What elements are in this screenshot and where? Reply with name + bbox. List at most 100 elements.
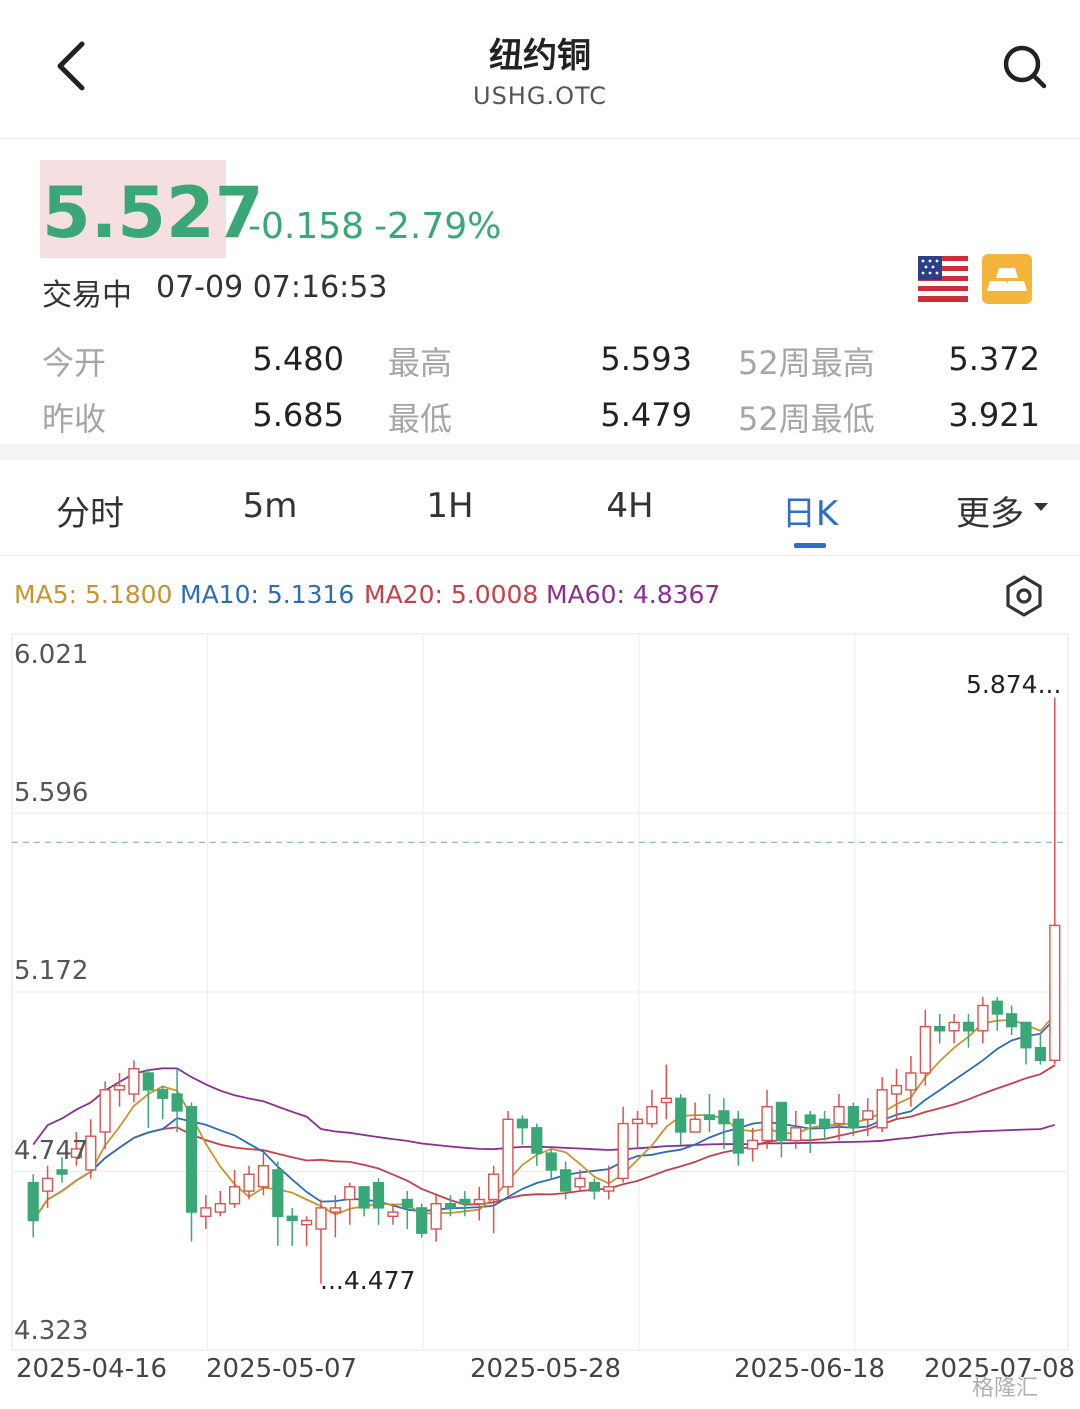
- back-button[interactable]: [44, 30, 104, 102]
- ma60-line: [32, 1067, 1056, 1151]
- candle-body: [761, 1106, 773, 1142]
- candle-body: [919, 1025, 931, 1074]
- tab-5m[interactable]: 5m: [242, 486, 298, 526]
- candle-body: [948, 1021, 960, 1032]
- candle-body: [833, 1106, 845, 1125]
- page-title: 纽约铜: [489, 36, 591, 76]
- candle-body: [157, 1089, 169, 1099]
- tab-1h[interactable]: 1H: [426, 486, 474, 526]
- hexagon-settings-icon: [1006, 575, 1042, 617]
- tab-daily-k[interactable]: 日K: [781, 494, 839, 534]
- x-tick-label: 2025-07-08: [924, 1354, 1076, 1384]
- candle-body: [502, 1118, 514, 1188]
- candle-body: [488, 1173, 500, 1201]
- y-tick-label: 4.323: [14, 1316, 89, 1346]
- candle-body: [819, 1118, 831, 1129]
- candle-body: [675, 1097, 687, 1133]
- candle-body: [991, 1000, 1003, 1015]
- candle-body: [890, 1084, 903, 1095]
- candle-body: [387, 1211, 399, 1217]
- candle-body: [85, 1135, 97, 1171]
- candle-body: [257, 1165, 270, 1188]
- candle-body: [301, 1219, 313, 1226]
- candle-body: [977, 1004, 989, 1032]
- caret-down-icon: [1034, 503, 1048, 511]
- candle-body: [99, 1089, 111, 1133]
- candle-body: [315, 1207, 327, 1230]
- candle-body: [747, 1139, 759, 1150]
- candle-body: [228, 1186, 241, 1205]
- candle-body: [862, 1110, 874, 1120]
- candle-body: [272, 1169, 284, 1218]
- x-tick-label: 2025-05-28: [470, 1354, 622, 1384]
- candle-body: [1006, 1013, 1018, 1028]
- ma10-legend: MA10: 5.1316: [180, 580, 355, 609]
- high-label: 最高: [388, 344, 453, 382]
- trading-status: 交易中: [42, 278, 132, 313]
- candle-body: [27, 1181, 39, 1222]
- candle-body: [876, 1089, 888, 1129]
- candle-body: [689, 1118, 701, 1133]
- candle-body: [934, 1025, 946, 1032]
- candle-body: [962, 1021, 975, 1032]
- candle-body: [171, 1093, 183, 1112]
- candle-body: [617, 1122, 629, 1180]
- candle-body: [70, 1148, 83, 1159]
- y-tick-label: 5.596: [14, 778, 89, 808]
- x-tick-label: 2025-05-07: [206, 1354, 358, 1384]
- price-change: -0.158: [248, 206, 365, 247]
- search-icon: [1003, 45, 1047, 89]
- candle-body: [142, 1072, 154, 1091]
- candle-body: [113, 1084, 126, 1091]
- price-highlight: [40, 160, 226, 258]
- candle-body: [531, 1127, 543, 1154]
- candle-body: [128, 1068, 140, 1095]
- candle-body: [372, 1181, 385, 1209]
- x-tick-label: 2025-04-16: [16, 1354, 168, 1384]
- candle-body: [1049, 924, 1061, 1061]
- candlestick-chart[interactable]: [0, 620, 1080, 1380]
- current-price: 5.527: [42, 172, 264, 254]
- week52-high-label: 52周最高: [738, 344, 875, 382]
- header-bar: 纽约铜 USHG.OTC: [0, 0, 1080, 139]
- low-value: 5.479: [600, 396, 692, 434]
- candle-body: [416, 1207, 428, 1234]
- candle-body: [703, 1114, 716, 1121]
- search-button[interactable]: [996, 38, 1056, 98]
- candle-body: [329, 1207, 342, 1213]
- ma20-legend: MA20: 5.0008: [364, 580, 539, 609]
- candle-body: [790, 1127, 802, 1142]
- candle-body: [286, 1215, 298, 1222]
- ma5-legend: MA5: 5.1800: [14, 580, 173, 609]
- y-tick-label: 4.747: [14, 1136, 89, 1166]
- open-value: 5.480: [252, 340, 344, 378]
- candle-body: [444, 1203, 457, 1209]
- candle-body: [574, 1177, 586, 1188]
- candle-body: [804, 1114, 816, 1125]
- tab-4h[interactable]: 4H: [606, 486, 654, 526]
- open-label: 今开: [42, 344, 107, 382]
- price-change-percent: -2.79%: [374, 206, 502, 247]
- candle-body: [516, 1118, 529, 1129]
- candle-body: [718, 1110, 730, 1125]
- candle-body: [214, 1203, 226, 1213]
- candle-body: [243, 1173, 255, 1192]
- tab-intraday[interactable]: 分时: [56, 494, 124, 534]
- tab-more[interactable]: 更多: [956, 494, 1024, 534]
- chart-settings-button[interactable]: [1002, 574, 1046, 618]
- x-tick-label: 2025-06-18: [734, 1354, 886, 1384]
- candle-body: [660, 1097, 672, 1104]
- candle-body: [847, 1106, 860, 1129]
- candle-body: [1020, 1021, 1032, 1049]
- chevron-left-icon: [57, 41, 85, 91]
- candle-body: [459, 1198, 471, 1205]
- max-price-label: 5.874...: [966, 670, 1062, 699]
- symbol-code: USHG.OTC: [473, 82, 607, 110]
- candle-body: [473, 1198, 485, 1205]
- candle-body: [358, 1186, 370, 1209]
- candle-body: [401, 1198, 413, 1209]
- week52-low-value: 3.921: [948, 396, 1040, 434]
- candle-body: [200, 1207, 212, 1218]
- candle-body: [560, 1169, 572, 1192]
- candle-body: [603, 1186, 615, 1192]
